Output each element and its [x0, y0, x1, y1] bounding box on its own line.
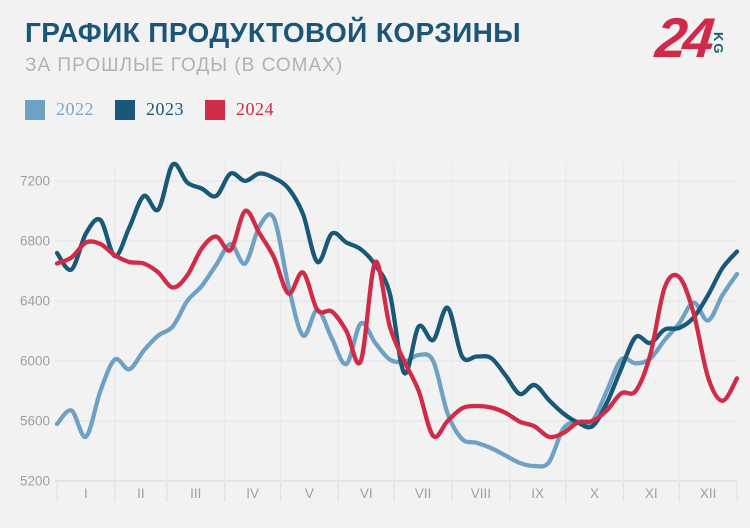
x-axis-label: VII: [415, 486, 432, 501]
x-axis-label: V: [305, 486, 314, 501]
legend-label-2024: 2024: [236, 99, 274, 119]
y-axis-label: 6000: [20, 354, 50, 369]
y-axis-label: 5200: [20, 474, 50, 489]
page-subtitle: ЗА ПРОШЛЫЕ ГОДЫ (В СОМАХ): [25, 55, 344, 77]
legend-swatch-2023: [115, 99, 135, 120]
y-axis-label: 5600: [20, 414, 50, 429]
series-line-2024: [54, 208, 740, 440]
x-axis-label: XI: [645, 486, 658, 501]
x-axis-label: VIII: [471, 486, 491, 501]
x-axis-label: I: [84, 486, 88, 501]
legend-swatch-2024: [205, 99, 225, 120]
logo-24kg: 24 KG: [652, 6, 726, 69]
y-axis-label: 7200: [20, 174, 50, 189]
legend-item-2024: 2024: [205, 99, 295, 120]
chart-header: ГРАФИК ПРОДУКТОВОЙ КОРЗИНЫ ЗА ПРОШЛЫЕ ГО…: [25, 18, 521, 77]
logo-kg-text: KG: [711, 32, 726, 56]
legend-item-2022: 2022: [25, 99, 115, 120]
legend-swatch-2022: [25, 99, 45, 120]
x-axis-label: II: [137, 486, 145, 501]
logo-24-text: 24: [652, 6, 714, 69]
chart-legend: 2022 2023 2024: [25, 99, 295, 120]
y-axis-label: 6800: [20, 234, 50, 249]
series-line-2023: [54, 161, 740, 430]
x-axis-label: IX: [531, 486, 544, 501]
legend-item-2023: 2023: [115, 99, 205, 120]
x-axis-label: X: [590, 486, 599, 501]
x-axis-label: III: [190, 486, 201, 501]
x-axis-label: XII: [700, 486, 717, 501]
page-title: ГРАФИК ПРОДУКТОВОЙ КОРЗИНЫ: [25, 17, 522, 48]
x-axis-label: IV: [246, 486, 259, 501]
y-axis-label: 6400: [20, 294, 50, 309]
legend-label-2022: 2022: [56, 99, 94, 119]
legend-label-2023: 2023: [146, 99, 184, 119]
x-axis-label: VI: [360, 486, 373, 501]
series-line-2022: [54, 212, 740, 469]
